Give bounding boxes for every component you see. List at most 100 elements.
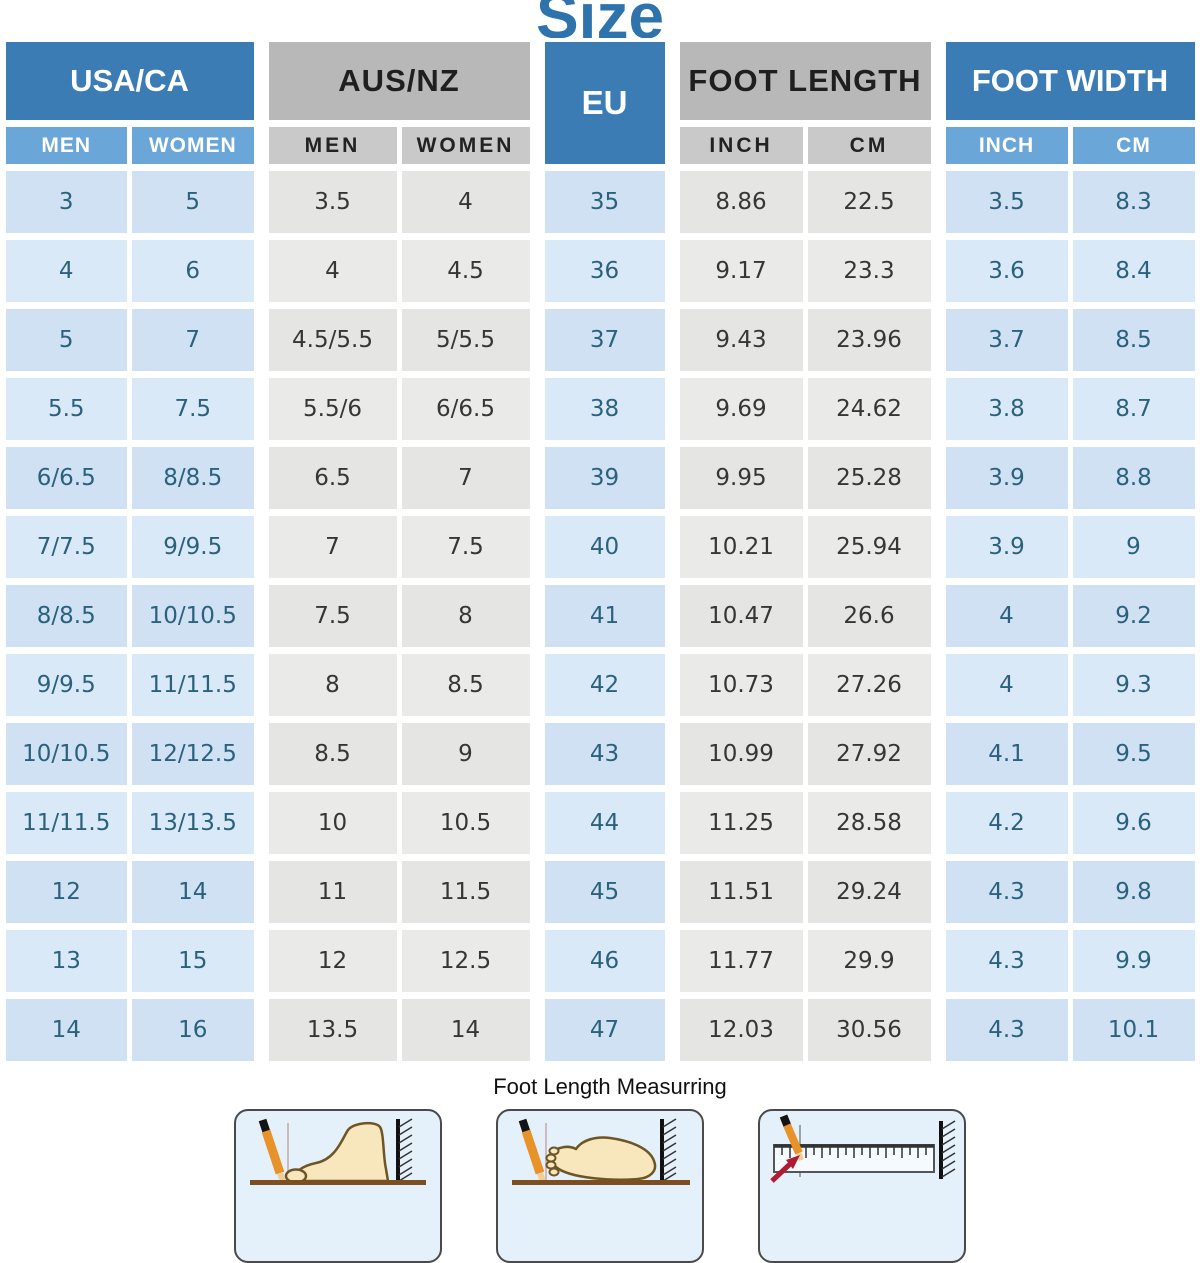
table-cell: 6/6.5 [401,378,530,440]
table-cell: 13 [5,930,127,992]
table-cell: 10/10.5 [132,585,254,647]
table-cell: 46 [544,930,665,992]
table-cell: 25.28 [807,447,931,509]
table-cell: 6 [132,240,254,302]
column-group-usa-ca: USA/CA MEN WOMEN 3 5 4 6 5 7 5.5 7.5 6/6.5 8/8.5 7/7.… [5,42,254,1061]
foot-sole-measuring-icon [512,1118,690,1185]
table-cell: 9 [401,723,530,785]
table-cell: 4.5 [401,240,530,302]
table-cell: 4.3 [945,930,1068,992]
page-title: Size [535,0,665,38]
table-cell: 28.58 [807,792,931,854]
table-cell: 8.7 [1072,378,1195,440]
table-cell: 10/10.5 [5,723,127,785]
table-cell: 16 [132,999,254,1061]
arrow-icon [770,1155,800,1183]
sub-header-foot-width-cm: CM [1072,127,1195,164]
table-cell: 6.5 [268,447,397,509]
column-group-eu: EU 35 36 37 38 39 40 41 42 43 44 45 46 47 [544,42,665,1061]
table-cell: 25.94 [807,516,931,578]
foot-sole-measuring-illustration [496,1109,704,1263]
foot-sole-icon [545,1136,657,1181]
table-cell: 10 [268,792,397,854]
table-cell: 24.62 [807,378,931,440]
table-cell: 37 [544,309,665,371]
table-cell: 14 [132,861,254,923]
table-cell: 3 [5,171,127,233]
table-cell: 29.24 [807,861,931,923]
table-cell: 7 [132,309,254,371]
table-cell: 3.5 [268,171,397,233]
table-cell: 7/7.5 [5,516,127,578]
table-cell: 3.5 [945,171,1068,233]
wall-icon [939,1120,956,1179]
table-cell: 7.5 [401,516,530,578]
sub-header-usa-ca-women: WOMEN [132,127,254,164]
table-cell: 10.99 [679,723,803,785]
table-cell: 9.8 [1072,861,1195,923]
table-cell: 8.86 [679,171,803,233]
footer-caption: Foot Length Measurring [493,1074,727,1099]
table-cell: 11.77 [679,930,803,992]
sub-header-foot-length-inch: INCH [679,127,803,164]
table-cell: 11/11.5 [132,654,254,716]
table-cell: 5.5/6 [268,378,397,440]
size-table: USA/CA MEN WOMEN 3 5 4 6 5 7 5.5 7.5 6/6.5 8/8.5 7/7.… [0,38,1200,1061]
table-cell: 3.8 [945,378,1068,440]
table-cell: 11.5 [401,861,530,923]
pencil-icon [779,1114,804,1161]
table-cell: 5/5.5 [401,309,530,371]
table-cell: 4 [5,240,127,302]
table-cell: 4.2 [945,792,1068,854]
group-header-foot-length: FOOT LENGTH [679,42,931,120]
table-cell: 12/12.5 [132,723,254,785]
group-header-foot-width: FOOT WIDTH [945,42,1195,120]
table-cell: 9.2 [1072,585,1195,647]
table-cell: 9.5 [1072,723,1195,785]
table-cell: 7.5 [268,585,397,647]
table-cell: 8.5 [1072,309,1195,371]
table-cell: 11 [268,861,397,923]
wall-icon [660,1118,677,1182]
table-cell: 8.3 [1072,171,1195,233]
table-cell: 10.73 [679,654,803,716]
table-cell: 15 [132,930,254,992]
table-cell: 11.51 [679,861,803,923]
sub-header-foot-width-inch: INCH [945,127,1068,164]
sub-header-aus-nz-women: WOMEN [401,127,530,164]
table-cell: 4.5/5.5 [268,309,397,371]
table-cell: 22.5 [807,171,931,233]
table-cell: 41 [544,585,665,647]
table-cell: 9.69 [679,378,803,440]
table-cell: 10.1 [1072,999,1195,1061]
column-group-foot-length: FOOT LENGTH INCH CM 8.86 22.5 9.17 23.3 9.43 23.… [679,42,931,1061]
table-cell: 14 [5,999,127,1061]
table-cell: 8.5 [268,723,397,785]
table-cell: 29.9 [807,930,931,992]
table-cell: 3.6 [945,240,1068,302]
table-cell: 23.96 [807,309,931,371]
table-cell: 3.9 [945,516,1068,578]
table-cell: 7 [401,447,530,509]
table-cell: 11/11.5 [5,792,127,854]
table-cell: 5 [132,171,254,233]
table-cell: 42 [544,654,665,716]
table-cell: 36 [544,240,665,302]
foot-side-measuring-icon [250,1118,426,1185]
table-cell: 8.4 [1072,240,1195,302]
table-cell: 8/8.5 [132,447,254,509]
sub-header-usa-ca-men: MEN [5,127,127,164]
table-cell: 8.5 [401,654,530,716]
table-cell: 7.5 [132,378,254,440]
table-cell: 12.03 [679,999,803,1061]
sub-header-foot-length-cm: CM [807,127,931,164]
table-cell: 23.3 [807,240,931,302]
table-cell: 12 [268,930,397,992]
table-cell: 27.92 [807,723,931,785]
table-cell: 4.3 [945,999,1068,1061]
table-cell: 9.9 [1072,930,1195,992]
ruler-measuring-icon [770,1114,956,1183]
table-cell: 30.56 [807,999,931,1061]
table-cell: 9/9.5 [132,516,254,578]
table-cell: 5.5 [5,378,127,440]
